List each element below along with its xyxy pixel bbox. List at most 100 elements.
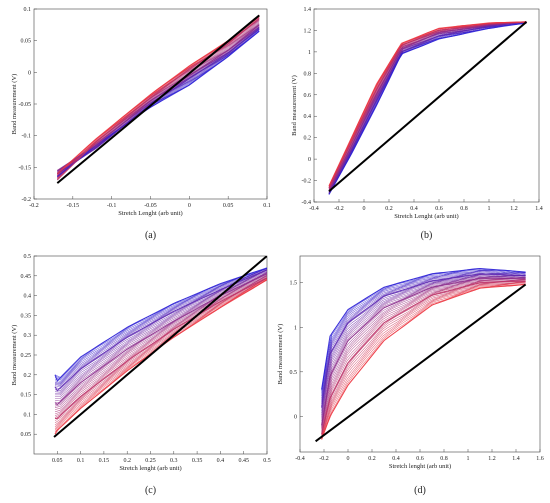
y-axis-label: Band measurement (V) (11, 74, 18, 135)
data-curve (321, 271, 526, 401)
x-tick-label: 0.2 (368, 456, 376, 462)
series-line (321, 267, 526, 390)
y-tick-label: 1.2 (304, 28, 312, 34)
y-tick-label: 1.5 (290, 281, 298, 287)
data-curve (54, 274, 267, 405)
reference-line (328, 21, 528, 193)
panel-caption: (a) (145, 230, 156, 241)
y-tick-label: 0.2 (304, 136, 312, 142)
x-tick-label: 0.1 (77, 458, 85, 464)
series-line (321, 273, 526, 408)
series-line (328, 22, 527, 195)
x-tick-label: -0.15 (67, 203, 80, 209)
x-axis-label: Stretch lenght (arb unit) (119, 465, 181, 472)
x-tick-label: 1.2 (488, 456, 496, 462)
reference-line (315, 283, 527, 443)
y-axis-label: Band measurement (V) (277, 324, 284, 385)
y-tick-label: -0.4 (302, 200, 312, 206)
data-curve (321, 283, 526, 438)
data-curve (321, 279, 526, 432)
chart-0: -0.2 -0.15 -0.1 -0.05 0 0.05 0.1 -0.2 -0.15 -0.1 -… (11, 7, 271, 241)
plot-area (315, 267, 527, 443)
x-tick-label: 0.4 (217, 458, 225, 464)
x-tick-label: 0.2 (385, 206, 393, 212)
x-tick-label: -0.1 (107, 203, 117, 209)
data-curve (321, 282, 526, 438)
chart-2: 0.05 0.1 0.15 0.2 0.25 0.3 0.35 0.4 0.45 0.5 0.05 0… (11, 254, 271, 496)
series-line (54, 267, 267, 382)
y-tick-label: -0.15 (19, 165, 32, 171)
data-curve (54, 267, 267, 382)
data-curve (54, 278, 267, 428)
x-tick-label: 0.35 (192, 458, 203, 464)
x-tick-label: 0.05 (223, 203, 234, 209)
data-curve (321, 271, 526, 403)
y-tick-label: 0.15 (21, 393, 32, 399)
data-curve (54, 268, 267, 385)
x-tick-label: 1.4 (512, 456, 520, 462)
data-curve (54, 277, 267, 422)
x-tick-label: -0.2 (29, 203, 39, 209)
series-line (328, 21, 527, 192)
x-tick-label: 0 (363, 206, 366, 212)
y-tick-label: 1 (294, 325, 297, 331)
data-curve (321, 274, 526, 414)
data-curve (321, 281, 526, 437)
series-line (321, 280, 526, 435)
series-line (55, 277, 267, 419)
chart-1: -0.4 -0.2 0 0.2 0.4 0.6 0.8 1 1.2 1.4 -0.4 -0.2 0 0.2… (291, 7, 543, 241)
plot-area (53, 256, 267, 438)
x-tick-label: 1.2 (510, 206, 518, 212)
x-tick-label: 0.05 (52, 458, 63, 464)
y-tick-label: 0.1 (24, 412, 32, 418)
x-tick-label: 0.2 (123, 458, 131, 464)
series-line (321, 283, 526, 440)
y-tick-label: -0.1 (22, 134, 32, 140)
data-curve (54, 272, 267, 396)
y-tick-label: -0.2 (302, 179, 312, 185)
y-tick-label: 0.6 (304, 93, 312, 99)
x-tick-label: 0.45 (238, 458, 249, 464)
series-line (328, 21, 527, 187)
y-tick-label: 0.5 (290, 370, 298, 376)
x-tick-label: 1 (488, 206, 491, 212)
x-axis-label: Stretch lenght (arb unit) (389, 463, 451, 470)
data-curve (321, 281, 526, 435)
data-curve (321, 277, 526, 424)
x-tick-label: 0 (347, 456, 350, 462)
data-curve (321, 276, 526, 421)
series-line (56, 27, 260, 175)
data-curve (321, 281, 526, 436)
data-curve (321, 279, 526, 430)
data-curve (321, 269, 526, 394)
x-tick-label: 0.4 (392, 456, 400, 462)
series-line (56, 30, 260, 178)
x-tick-label: 0.6 (435, 206, 443, 212)
plot-area (328, 21, 528, 195)
x-axis-label: Stretch Lenght (arb unit) (118, 210, 182, 217)
data-curve (54, 269, 267, 385)
series-line (56, 24, 260, 171)
data-curve (321, 270, 526, 399)
y-tick-label: 0.45 (21, 274, 32, 280)
data-curve (54, 279, 267, 429)
x-tick-label: 0.15 (99, 458, 110, 464)
x-tick-label: 1.6 (536, 456, 544, 462)
x-tick-label: 0 (188, 203, 191, 209)
data-curve (55, 271, 267, 394)
data-curve (54, 275, 267, 413)
series-line (54, 269, 267, 392)
data-curve (54, 275, 267, 408)
data-curve (55, 272, 267, 399)
data-curve (54, 272, 267, 402)
chart-3: -0.4 -0.2 0 0.2 0.4 0.6 0.8 1 1.2 1.4 1.6 0 0.5 1 1.5 S… (277, 255, 544, 496)
y-tick-label: 1 (308, 50, 311, 56)
y-tick-label: 0.4 (24, 294, 32, 300)
data-curve (328, 22, 527, 194)
y-tick-label: 0 (308, 157, 311, 163)
y-tick-label: -0.2 (22, 197, 32, 203)
x-tick-label: 0.8 (440, 456, 448, 462)
x-tick-label: 0.25 (145, 458, 156, 464)
data-curve (321, 275, 526, 416)
